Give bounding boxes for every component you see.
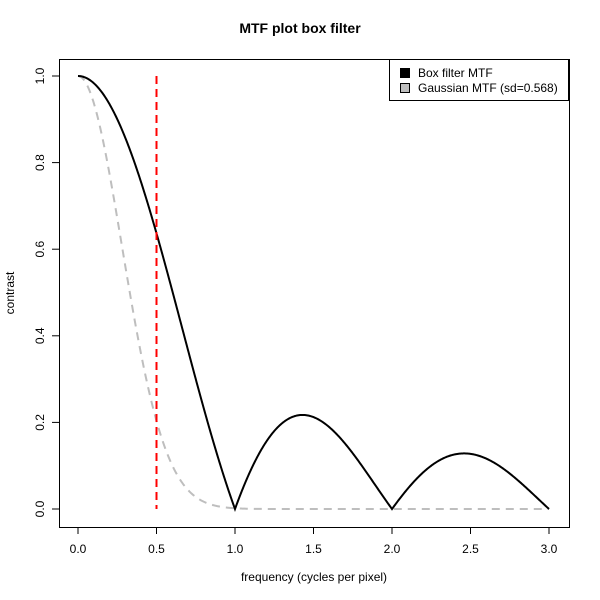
y-axis: 0.0 0.2 0.4 0.6 0.8 1.0 [33,67,59,517]
x-axis-label: frequency (cycles per pixel) [240,570,388,584]
legend-label: Gaussian MTF (sd=0.568) [418,81,558,95]
legend-item-box: Box filter MTF [400,66,493,80]
svg-text:0.8: 0.8 [33,154,47,171]
svg-text:1.0: 1.0 [227,542,244,556]
svg-text:0.0: 0.0 [33,500,47,517]
legend-item-gaussian: Gaussian MTF (sd=0.568) [400,81,558,95]
svg-text:2.5: 2.5 [462,542,479,556]
svg-text:2.0: 2.0 [384,542,401,556]
legend-swatch-icon [400,83,410,93]
legend: Box filter MTF Gaussian MTF (sd=0.568) [389,59,569,101]
svg-text:1.5: 1.5 [305,542,322,556]
svg-text:0.4: 0.4 [33,327,47,344]
svg-text:0.5: 0.5 [148,542,165,556]
svg-text:1.0: 1.0 [33,67,47,84]
box-filter-mtf-line [77,75,550,512]
svg-text:3.0: 3.0 [541,542,558,556]
svg-text:0.6: 0.6 [33,241,47,258]
x-axis: 0.0 0.5 1.0 1.5 2.0 2.5 3.0 [70,527,558,556]
plot-frame [59,59,570,528]
svg-text:0.0: 0.0 [70,542,87,556]
svg-text:0.2: 0.2 [33,414,47,431]
chart-title: MTF plot box filter [239,20,361,36]
legend-swatch-icon [400,68,410,78]
legend-label: Box filter MTF [418,66,493,80]
gaussian-mtf-line [77,75,549,510]
